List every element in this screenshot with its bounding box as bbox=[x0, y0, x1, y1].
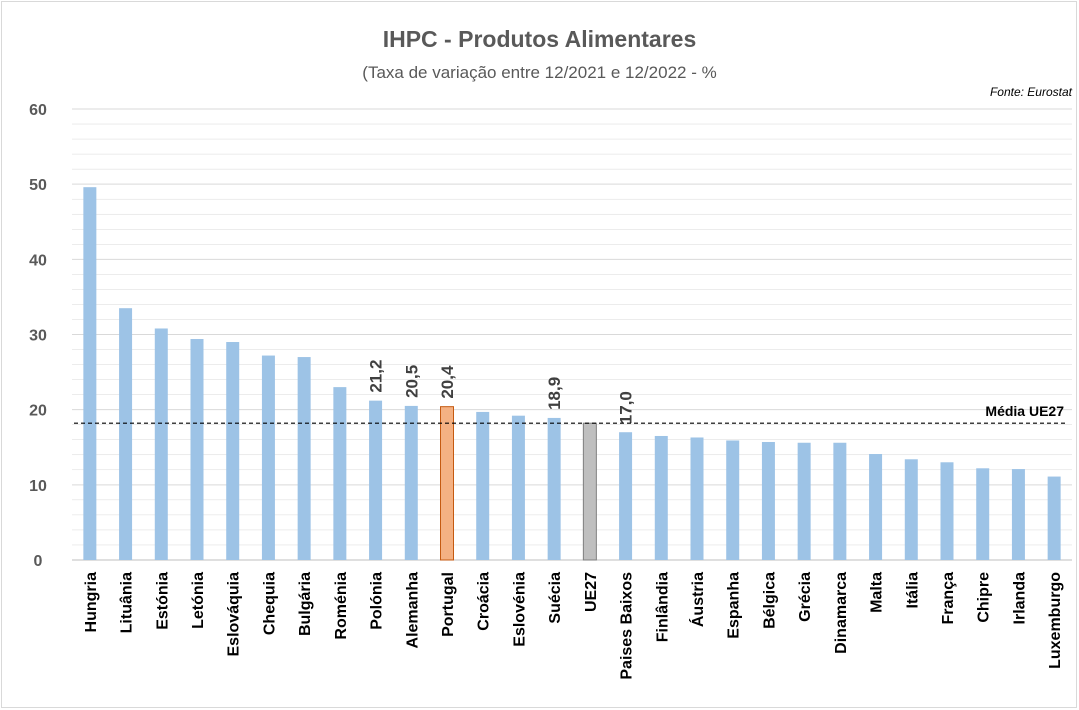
category-label: Luxemburgo bbox=[1047, 572, 1064, 669]
bar-alemanha bbox=[404, 405, 418, 560]
data-label: 17,0 bbox=[617, 391, 636, 424]
bar-itália bbox=[904, 459, 918, 560]
bar-grécia bbox=[797, 442, 811, 560]
category-label: Irlanda bbox=[1011, 572, 1028, 625]
y-tick-label: 60 bbox=[29, 102, 47, 119]
category-label: Malta bbox=[869, 572, 886, 613]
category-label: Eslovénia bbox=[511, 572, 528, 647]
category-label: Finlândia bbox=[654, 572, 671, 642]
category-label: Alemanha bbox=[404, 572, 421, 649]
y-tick-label: 0 bbox=[34, 553, 43, 570]
data-label: 20,5 bbox=[402, 365, 421, 398]
category-label: Bélgica bbox=[761, 572, 778, 629]
bar-letónia bbox=[190, 339, 204, 560]
bar-malta bbox=[869, 454, 883, 560]
category-label: Itália bbox=[904, 572, 921, 609]
category-label: Áustria bbox=[688, 572, 707, 627]
bar-hungria bbox=[83, 187, 97, 560]
category-label: Dinamarca bbox=[833, 572, 850, 654]
category-label: Estónia bbox=[154, 572, 171, 630]
y-tick-label: 50 bbox=[29, 177, 47, 194]
bar-croácia bbox=[476, 411, 490, 560]
bar-frança bbox=[940, 462, 954, 560]
bar-dinamarca bbox=[833, 442, 847, 560]
category-label: Portugal bbox=[440, 572, 457, 637]
category-label: Hungria bbox=[83, 572, 100, 633]
bar-áustria bbox=[690, 437, 704, 560]
category-label: Chipre bbox=[976, 572, 993, 623]
bar-paises-baixos bbox=[619, 432, 633, 560]
bar-finlândia bbox=[654, 435, 668, 560]
bar-lituânia bbox=[119, 308, 133, 560]
data-label: 21,2 bbox=[367, 360, 386, 393]
bar-estónia bbox=[154, 328, 168, 560]
chart-subtitle: (Taxa de variação entre 12/2021 e 12/202… bbox=[362, 63, 717, 82]
bar-ue27 bbox=[582, 422, 597, 561]
bar-chequia bbox=[261, 355, 275, 560]
y-tick-label: 20 bbox=[29, 403, 47, 420]
category-label: Eslováquia bbox=[226, 572, 243, 657]
data-label: 20,4 bbox=[438, 365, 457, 399]
average-line-label: Média UE27 bbox=[985, 403, 1064, 419]
y-tick-label: 10 bbox=[29, 478, 47, 495]
category-label: Suécia bbox=[547, 572, 564, 624]
category-label: Bulgária bbox=[297, 572, 314, 636]
chart-source: Fonte: Eurostat bbox=[989, 85, 1072, 99]
bar-luxemburgo bbox=[1047, 476, 1061, 560]
bar-espanha bbox=[726, 440, 740, 560]
bar-polónia bbox=[369, 400, 383, 560]
category-label: Grécia bbox=[797, 572, 814, 622]
y-tick-label: 40 bbox=[29, 252, 47, 269]
category-label: Paises Baixos bbox=[619, 572, 636, 680]
category-label: Croácia bbox=[476, 572, 493, 631]
bar-eslovénia bbox=[511, 415, 525, 560]
bar-eslováquia bbox=[226, 342, 240, 560]
category-label: Lituânia bbox=[119, 572, 136, 633]
category-label: Letónia bbox=[190, 572, 207, 629]
category-label: França bbox=[940, 572, 957, 625]
category-label: UE27 bbox=[583, 572, 600, 612]
category-label: Roménia bbox=[333, 572, 350, 640]
category-label: Chequia bbox=[261, 572, 278, 635]
data-label: 18,9 bbox=[545, 377, 564, 410]
bar-bulgária bbox=[297, 357, 311, 560]
bar-bélgica bbox=[761, 441, 775, 560]
bar-suécia bbox=[547, 417, 561, 560]
y-tick-label: 30 bbox=[29, 328, 47, 345]
bar-irlanda bbox=[1011, 469, 1025, 560]
bar-roménia bbox=[333, 387, 347, 560]
chart-title: IHPC - Produtos Alimentares bbox=[382, 26, 697, 52]
category-label: Polónia bbox=[369, 572, 386, 630]
bar-chipre bbox=[976, 468, 990, 560]
bar-portugal bbox=[440, 406, 454, 561]
category-label: Espanha bbox=[726, 572, 743, 639]
